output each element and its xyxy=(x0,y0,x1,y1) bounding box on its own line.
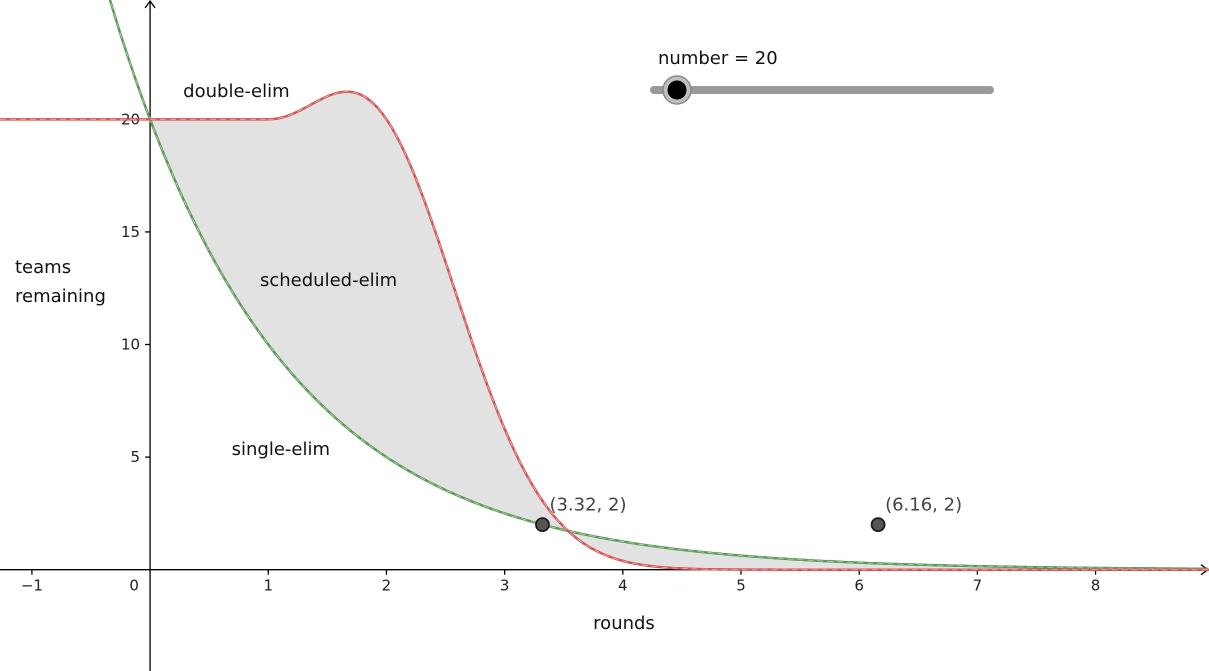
curves xyxy=(0,0,1209,571)
point-2[interactable] xyxy=(870,517,886,533)
point-label-2: (6.16, 2) xyxy=(885,495,962,516)
y-tick-label: 15 xyxy=(121,223,140,241)
x-tick-label: 5 xyxy=(736,577,746,595)
curve-labels: single-elim double-elim scheduled-elim xyxy=(183,81,397,460)
x-tick-label: 6 xyxy=(854,577,864,595)
x-tick-label: 4 xyxy=(618,577,628,595)
shaded-region xyxy=(150,91,1209,570)
x-tick-label: 0 xyxy=(129,577,139,595)
x-tick-label: 8 xyxy=(1091,577,1101,595)
x-tick-label: 1 xyxy=(263,577,273,595)
series-line-scheduled-elim-highlight xyxy=(268,91,1209,571)
y-axis-title-line1: teams xyxy=(15,257,71,278)
points: (3.32, 2) (6.16, 2) xyxy=(535,495,962,533)
slider-label: number = 20 xyxy=(658,48,778,69)
x-tick-label: 3 xyxy=(500,577,510,595)
series-line-single-elim-highlight xyxy=(109,0,1208,570)
slider[interactable]: number = 20 xyxy=(650,48,994,105)
x-tick-label: −1 xyxy=(21,577,43,595)
curve-label-double-elim: double-elim xyxy=(183,81,289,102)
y-axis-title-line2: remaining xyxy=(15,286,106,307)
curve-label-single-elim: single-elim xyxy=(232,439,330,460)
y-tick-label: 10 xyxy=(121,336,140,354)
curve-label-scheduled-elim: scheduled-elim xyxy=(260,270,397,291)
x-tick-label: 7 xyxy=(973,577,983,595)
point-1[interactable] xyxy=(535,517,550,533)
y-tick-label: 5 xyxy=(131,448,141,466)
y-axis-arrow xyxy=(144,0,156,9)
x-tick-label: 2 xyxy=(382,577,392,595)
x-axis-title: rounds xyxy=(593,613,655,634)
point-label-1: (3.32, 2) xyxy=(549,495,626,516)
slider-handle[interactable] xyxy=(667,80,687,100)
